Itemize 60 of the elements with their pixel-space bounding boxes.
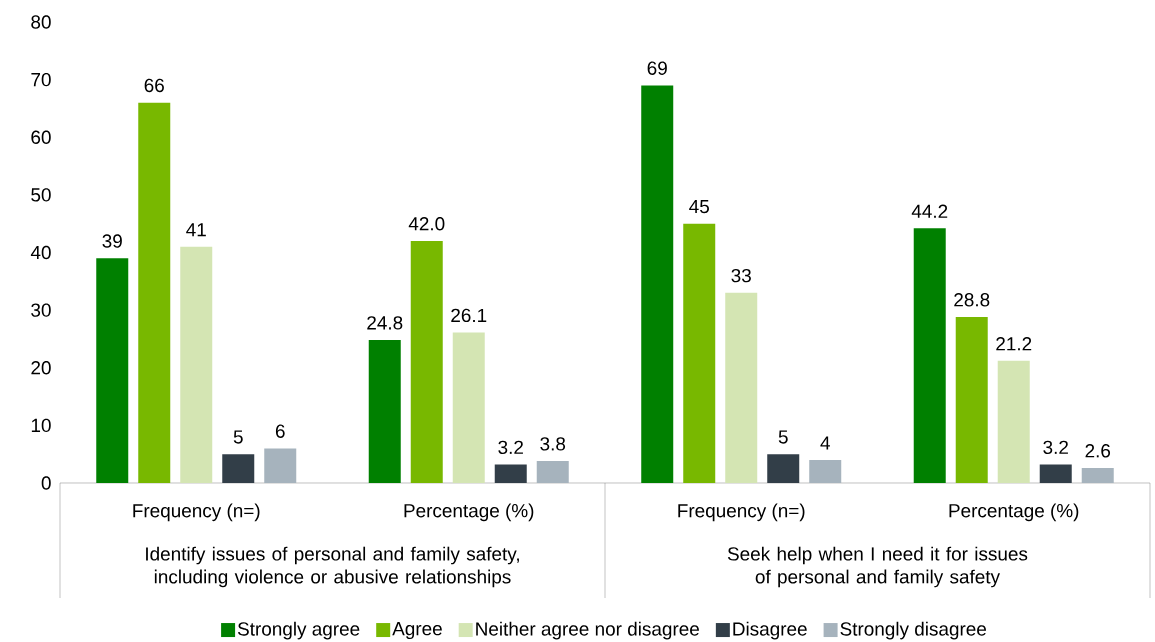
bar xyxy=(536,461,569,483)
y-tick-label: 40 xyxy=(30,245,51,260)
y-tick-label: 10 xyxy=(31,418,51,433)
bar xyxy=(494,464,527,483)
data-label: 4 xyxy=(820,436,830,450)
bar xyxy=(913,228,946,483)
x-tick-label: Frequency (n=) xyxy=(678,503,805,522)
data-label: 33 xyxy=(731,268,751,283)
y-tick-label: 80 xyxy=(31,15,51,29)
y-tick-label: 0 xyxy=(41,476,51,490)
bar xyxy=(96,258,129,483)
data-label: 66 xyxy=(144,78,164,93)
bar xyxy=(997,360,1030,483)
bar xyxy=(1081,468,1114,483)
text: Seek help when I need it for issues of personal and family safety xyxy=(727,546,1028,588)
data-label: 42.0 xyxy=(408,217,445,231)
bar xyxy=(809,459,842,483)
data-label: 3.2 xyxy=(498,440,523,455)
data-label: 26.1 xyxy=(451,308,487,323)
legend-label: Neither agree nor disagree xyxy=(476,621,699,640)
bar xyxy=(1039,464,1072,483)
legend-label: Strongly agree xyxy=(237,621,360,640)
bar xyxy=(725,292,758,483)
data-label: 2.6 xyxy=(1085,444,1111,458)
data-label: 5 xyxy=(778,430,788,444)
x-tick-label: Percentage (%) xyxy=(949,503,1079,522)
bar xyxy=(683,223,716,483)
legend-label: Agree xyxy=(392,622,442,640)
data-label: 3.8 xyxy=(540,437,566,451)
bar xyxy=(264,448,297,483)
data-label: 24.8 xyxy=(367,316,403,330)
data-label: 41 xyxy=(186,223,206,237)
bar xyxy=(138,102,171,483)
x-tick-label: Percentage (%) xyxy=(404,503,534,522)
y-tick-label: 30 xyxy=(31,303,51,317)
bar xyxy=(641,85,674,483)
data-label: 21.2 xyxy=(996,337,1032,351)
x-tick-label: Frequency (n=) xyxy=(133,503,260,522)
data-label: 39 xyxy=(102,234,122,248)
bar xyxy=(767,454,800,483)
legend-label: Strongly disagree xyxy=(840,621,987,640)
bar xyxy=(410,240,443,483)
bar xyxy=(180,246,213,483)
bar xyxy=(222,454,255,483)
data-label: 5 xyxy=(233,430,243,444)
legend-label: Disagree xyxy=(733,621,807,640)
bar xyxy=(368,340,401,483)
y-tick-label: 20 xyxy=(31,361,51,375)
data-label: 3.2 xyxy=(1043,440,1068,455)
y-tick-label: 70 xyxy=(31,72,51,87)
text: Identify issues of personal and family safety, including violence or abusive relationships xyxy=(146,546,519,588)
y-tick-label: 50 xyxy=(31,188,51,202)
data-label: 69 xyxy=(647,61,667,75)
data-label: 44.2 xyxy=(911,204,948,218)
data-label: 6 xyxy=(275,424,285,438)
bar xyxy=(452,332,485,483)
data-label: 45 xyxy=(689,199,709,214)
bar xyxy=(955,317,988,483)
data-label: 28.8 xyxy=(954,293,990,307)
y-tick-label: 60 xyxy=(31,130,51,144)
